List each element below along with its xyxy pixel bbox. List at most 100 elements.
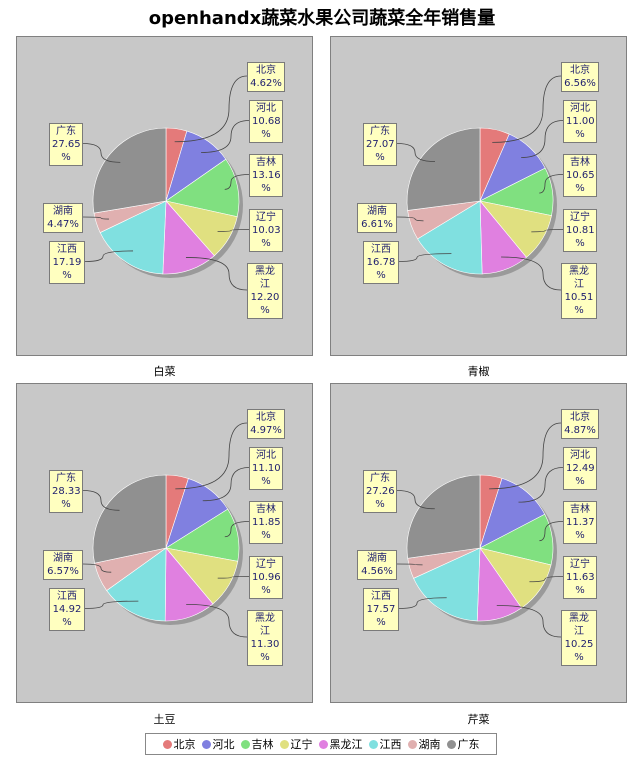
slice-label-line: 江: [574, 279, 584, 290]
slice-label-line: 4.87%: [564, 425, 596, 436]
leader-line: [489, 422, 562, 490]
slice-label-line: 11.63: [566, 572, 595, 583]
slice-label-line: 江: [574, 626, 584, 637]
slice-label-吉林: 吉林 11.37%: [563, 501, 597, 544]
slice-label-广东: 广东 27.26%: [363, 470, 397, 513]
legend-item: 广东: [446, 736, 480, 752]
slice-label-line: 辽宁: [570, 559, 590, 570]
leader-line: [174, 75, 248, 143]
pie-slice-江西: [413, 547, 481, 622]
pie-title-qingjiao: 青椒: [467, 365, 490, 378]
slice-label-line: 吉林: [256, 157, 276, 168]
slice-label-line: %: [261, 129, 271, 140]
leader-line: [185, 257, 248, 291]
leader-line: [492, 75, 562, 143]
leader-line: [82, 563, 112, 573]
slice-label-line: %: [62, 617, 72, 628]
slice-label-line: 14.92: [52, 604, 82, 615]
leader-line: [396, 143, 436, 162]
slice-label-辽宁: 辽宁 10.96%: [249, 556, 283, 599]
slice-label-河北: 河北 10.68%: [249, 100, 283, 143]
slice-label-line: 黑龙: [569, 613, 589, 624]
pie-title-qincai: 芹菜: [467, 713, 490, 726]
leader-line: [217, 576, 250, 579]
slice-label-line: 江西: [57, 244, 77, 255]
slice-label-line: 11.10: [252, 463, 281, 474]
slice-label-line: %: [575, 129, 585, 140]
slice-label-line: 江西: [371, 591, 391, 602]
pie-slice-江西: [106, 547, 167, 622]
leader-line: [175, 422, 248, 490]
slice-label-line: 10.03: [252, 225, 281, 236]
slice-label-line: 10.51: [564, 292, 594, 303]
slice-label-湖南: 湖南 6.57%: [43, 550, 83, 580]
slice-label-line: 广东: [370, 473, 390, 484]
slice-label-line: 28.33: [52, 486, 81, 497]
slice-label-广东: 广东 27.07%: [363, 123, 397, 166]
legend-label: 辽宁: [290, 738, 313, 751]
slice-label-line: 17.57: [366, 604, 396, 615]
slice-label-黑龙江: 黑龙江 10.25%: [561, 610, 597, 666]
legend-swatch: [240, 739, 250, 749]
leader-line: [396, 563, 423, 566]
pie-slice-江西: [99, 200, 167, 275]
pie-svg: [82, 75, 250, 291]
pie-svg: [396, 75, 564, 291]
slice-label-line: %: [261, 476, 271, 487]
leader-line: [84, 600, 139, 609]
leader-line: [201, 120, 250, 153]
legend-label: 河北: [212, 738, 235, 751]
slice-label-line: 4.47%: [47, 219, 79, 230]
slice-label-广东: 广东 27.65%: [49, 123, 83, 166]
leader-line: [531, 229, 564, 233]
slice-label-line: %: [575, 183, 585, 194]
pie-slice-广东: [92, 127, 167, 214]
slice-label-广东: 广东 28.33%: [49, 470, 83, 513]
leader-line: [82, 216, 109, 220]
slice-label-line: 17.19: [52, 257, 82, 268]
slice-label-河北: 河北 11.10%: [249, 447, 283, 490]
slice-label-line: 10.25: [564, 639, 594, 650]
slice-label-line: 北京: [256, 65, 276, 76]
slice-label-江西: 江西 17.57%: [363, 588, 399, 631]
slice-label-湖南: 湖南 4.56%: [357, 550, 397, 580]
pie-svg: [396, 422, 564, 638]
slice-label-吉林: 吉林 10.65%: [563, 154, 597, 197]
slice-label-河北: 河北 12.49%: [563, 447, 597, 490]
slice-label-江西: 江西 17.19%: [49, 241, 85, 284]
slice-label-line: 江西: [57, 591, 77, 602]
slice-label-辽宁: 辽宁 10.81%: [563, 209, 597, 252]
legend-label: 吉林: [251, 738, 274, 751]
slice-label-line: %: [62, 270, 72, 281]
slice-label-line: %: [575, 585, 585, 596]
legend-swatch: [407, 739, 417, 749]
slice-label-line: %: [261, 238, 271, 249]
legend-item: 湖南: [407, 736, 441, 752]
slice-label-line: 27.07: [366, 139, 395, 150]
page-title: openhandx蔬菜水果公司蔬菜全年销售量: [148, 8, 496, 29]
legend-item: 黑龙江: [318, 736, 363, 752]
slice-label-line: 吉林: [570, 157, 590, 168]
leader-line: [396, 216, 424, 222]
slice-label-line: %: [376, 617, 386, 628]
slice-label-line: 江: [260, 279, 270, 290]
slice-label-line: 江: [260, 626, 270, 637]
slice-label-北京: 北京 6.56%: [561, 62, 599, 92]
slice-label-line: 广东: [56, 126, 76, 137]
slice-label-line: 10.81: [566, 225, 595, 236]
slice-label-line: %: [61, 152, 71, 163]
legend-item: 吉林: [240, 736, 274, 752]
slice-label-line: %: [375, 152, 385, 163]
legend-item: 辽宁: [279, 736, 313, 752]
slice-label-line: 广东: [370, 126, 390, 137]
slice-label-line: 11.37: [566, 517, 595, 528]
legend-label: 湖南: [418, 738, 441, 751]
slice-label-北京: 北京 4.87%: [561, 409, 599, 439]
slice-label-line: 11.85: [252, 517, 281, 528]
slice-label-line: %: [261, 530, 271, 541]
slice-label-line: 6.57%: [47, 566, 79, 577]
slice-label-line: 河北: [570, 103, 590, 114]
slice-label-line: %: [61, 499, 71, 510]
slice-label-line: 辽宁: [256, 559, 276, 570]
slice-label-line: 16.78: [366, 257, 396, 268]
